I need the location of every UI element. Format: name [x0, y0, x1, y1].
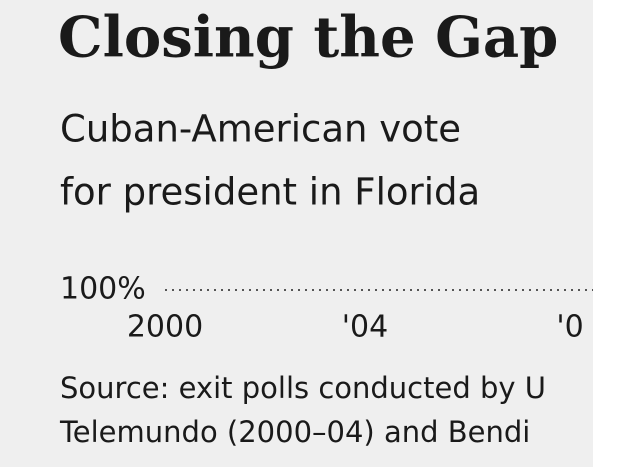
chart-subtitle: for president in Florida: [60, 171, 480, 214]
chart-area: Closing the Gap Cuban-American vote for …: [0, 0, 593, 467]
x-tick-label: '04: [342, 310, 388, 345]
source-note: Source: exit polls conducted by U: [60, 371, 546, 405]
chart-subtitle: Cuban-American vote: [60, 108, 461, 151]
background: [0, 0, 593, 467]
chart-title: Closing the Gap: [58, 5, 558, 71]
source-note: Telemundo (2000–04) and Bendi: [59, 415, 530, 449]
x-tick-label: 2000: [127, 310, 203, 345]
y-tick-label: 100%: [60, 272, 146, 307]
x-tick-label: '0: [556, 310, 583, 345]
